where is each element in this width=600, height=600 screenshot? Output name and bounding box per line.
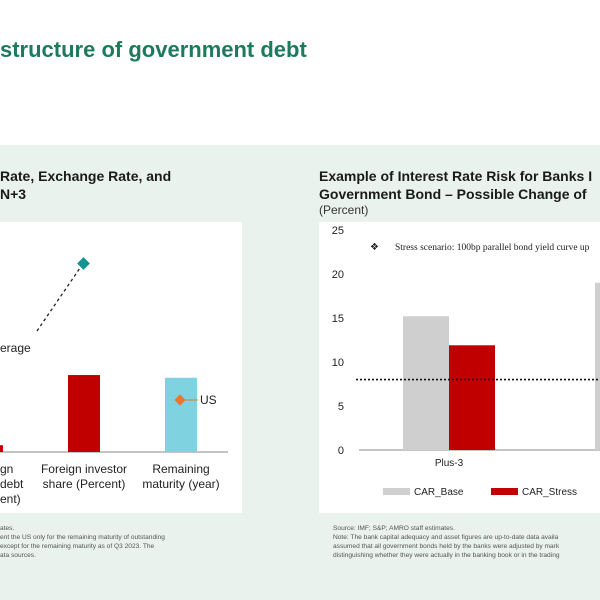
left-category-0-line3: ent) [0, 492, 21, 506]
left-note-line: ates. [0, 525, 15, 532]
left-category-1-line1: Foreign investor [41, 462, 127, 476]
y-tick-label: 5 [338, 401, 344, 413]
bar-car-base-plus3 [403, 316, 449, 450]
right-note-line: Source: IMF; S&P; AMRO staff estimates. [333, 525, 455, 532]
legend-label-car-base: CAR_Base [414, 487, 464, 498]
y-tick-label: 15 [332, 313, 344, 325]
average-marker-diamond [77, 257, 90, 270]
left-bar-foreign-investor-share [68, 375, 100, 452]
left-chart-title-line1: Rate, Exchange Rate, and [0, 168, 172, 184]
right-y-axis: 0 5 10 15 20 25 [332, 225, 344, 457]
us-label: US [200, 393, 217, 407]
us-marker-diamond [174, 394, 186, 406]
y-tick-label: 20 [332, 269, 344, 281]
right-chart-notes: Source: IMF; S&P; AMRO staff estimates. … [333, 524, 560, 560]
bar-car-base-second-group [595, 282, 600, 450]
left-note-line: ent the US only for the remaining maturi… [0, 534, 165, 541]
average-leader-line [36, 267, 81, 332]
slide-title: structure of government debt [0, 37, 307, 62]
left-chart-panel [0, 222, 242, 513]
title-band [0, 0, 600, 145]
left-note-line: except for the remaining maturity as of … [0, 543, 155, 550]
left-category-0-line1: gn [0, 462, 13, 476]
left-category-2-line2: maturity (year) [142, 477, 219, 491]
legend-swatch-car-base [383, 488, 410, 495]
right-chart-title-line2: Government Bond – Possible Change of [319, 186, 587, 202]
x-tick-label-plus3: Plus-3 [435, 458, 464, 469]
left-category-1-line2: share (Percent) [43, 477, 126, 491]
right-note-line: assumed that all government bonds held b… [333, 543, 560, 550]
left-bar-remaining-maturity [165, 377, 197, 452]
left-category-2-line1: Remaining [152, 462, 209, 476]
y-tick-label: 25 [332, 225, 344, 237]
right-chart-unit-label: (Percent) [319, 203, 369, 217]
average-annotation: erage [0, 341, 31, 355]
bar-car-stress-plus3 [449, 345, 495, 450]
y-tick-label: 10 [332, 357, 344, 369]
left-chart-title-line2: N+3 [0, 186, 27, 202]
left-note-line: ata sources. [0, 552, 36, 559]
legend-label-car-stress: CAR_Stress [522, 487, 577, 498]
y-tick-label: 0 [338, 445, 344, 457]
right-note-line: Note: The bank capital adequacy and asse… [333, 534, 559, 541]
legend-swatch-car-stress [491, 488, 518, 495]
stress-scenario-bullet: ❖ [370, 242, 379, 253]
right-chart-title-line1: Example of Interest Rate Risk for Banks … [319, 168, 593, 184]
left-bar-partial [0, 445, 3, 452]
left-category-0-line2: debt [0, 477, 24, 491]
right-note-line: distinguishing whether they were actuall… [333, 552, 560, 559]
left-chart-notes: ates. ent the US only for the remaining … [0, 524, 165, 560]
stress-scenario-text: Stress scenario: 100bp parallel bond yie… [395, 243, 590, 253]
